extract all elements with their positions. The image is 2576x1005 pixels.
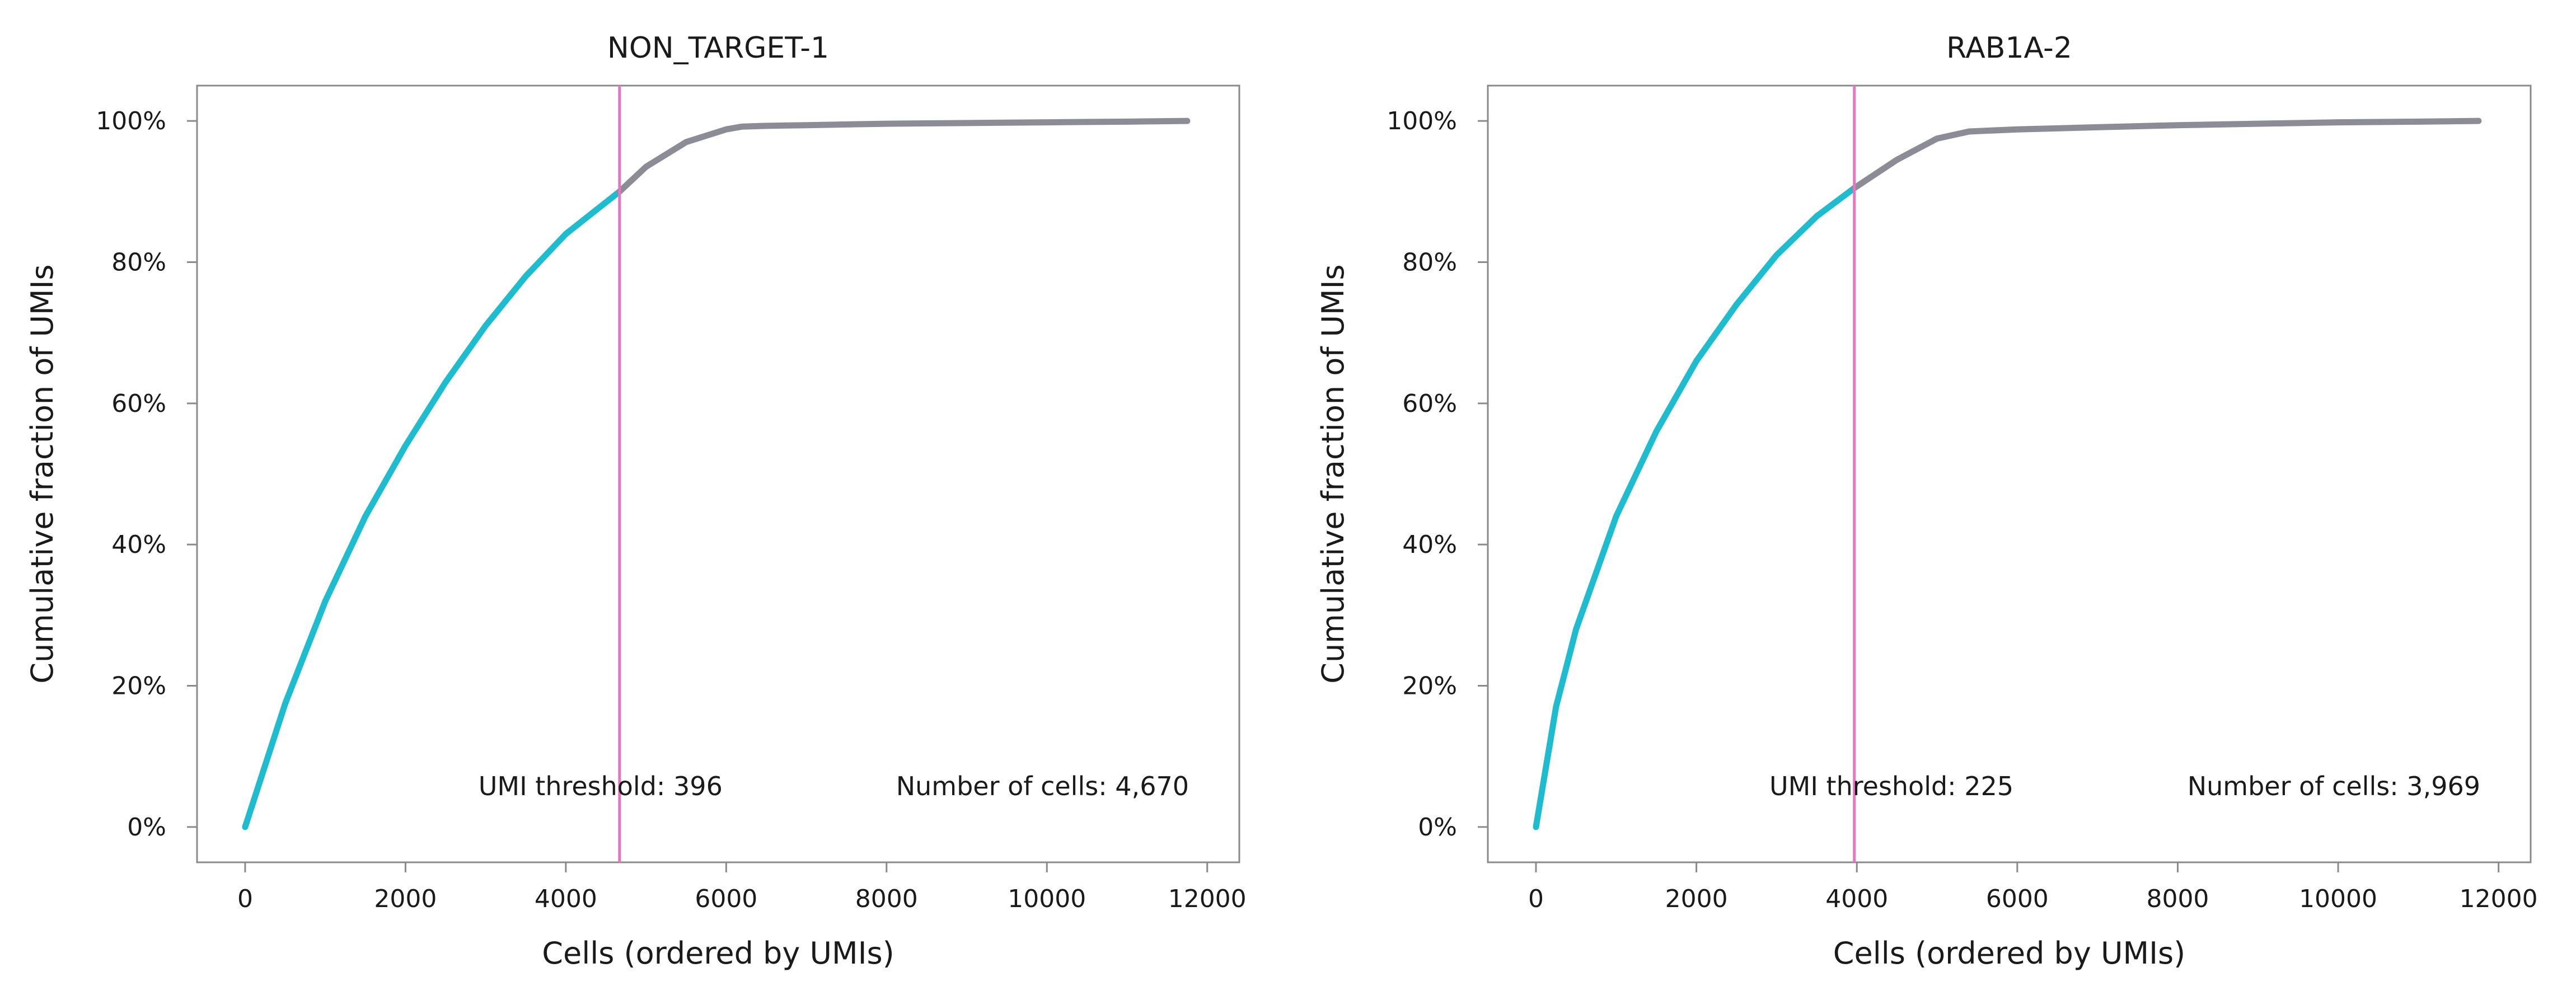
cell-count-annotation: Number of cells: 3,969 [2188, 771, 2480, 801]
y-tick-label: 80% [1402, 248, 1457, 276]
x-tick-label: 0 [237, 885, 253, 913]
curve-above-threshold [242, 188, 623, 830]
y-tick-label: 60% [1402, 389, 1457, 418]
x-tick-label: 4000 [1825, 885, 1888, 913]
cell-count-annotation: Number of cells: 4,670 [896, 771, 1189, 801]
y-tick-label: 0% [127, 813, 166, 842]
y-axis-label: Cumulative fraction of UMIs [25, 264, 60, 683]
y-tick-label: 100% [96, 107, 166, 135]
x-tick-label: 2000 [374, 885, 437, 913]
x-tick-label: 8000 [2146, 885, 2209, 913]
x-tick-label: 10000 [2299, 885, 2377, 913]
chart-panel-1: NON_TARGET-1 0 2000 4000 6000 8000 10000 12000 0… [25, 31, 1247, 971]
x-axis-label: Cells (ordered by UMIs) [542, 936, 894, 971]
y-tick-label: 20% [111, 672, 166, 701]
x-axis-label: Cells (ordered by UMIs) [1833, 936, 2185, 971]
y-axis-label: Cumulative fraction of UMIs [1315, 264, 1351, 683]
chart-title: RAB1A-2 [1946, 31, 2072, 65]
curve-above-threshold [1533, 185, 1858, 830]
umi-threshold-annotation: UMI threshold: 225 [1769, 771, 2013, 801]
x-tick-label: 0 [1528, 885, 1544, 913]
axes-frame [1487, 84, 2532, 863]
x-tick-label: 12000 [2460, 885, 2538, 913]
x-tick-label: 8000 [855, 885, 918, 913]
y-tick-label: 100% [1387, 107, 1457, 135]
umi-threshold-annotation: UMI threshold: 396 [479, 771, 723, 801]
x-tick-label: 12000 [1168, 885, 1247, 913]
x-tick-label: 6000 [695, 885, 757, 913]
chart-panel-2: RAB1A-2 0 2000 4000 6000 8000 10000 12000 0% 20% 4… [1315, 31, 2538, 971]
chart-title: NON_TARGET-1 [607, 31, 829, 65]
y-tick-label: 60% [111, 389, 166, 418]
y-tick-label: 20% [1402, 672, 1457, 701]
x-tick-label: 6000 [1986, 885, 2049, 913]
y-tick-label: 40% [1402, 530, 1457, 559]
x-tick-label: 10000 [1008, 885, 1086, 913]
y-tick-label: 80% [111, 248, 166, 276]
x-tick-label: 4000 [535, 885, 597, 913]
x-tick-label: 2000 [1665, 885, 1728, 913]
y-tick-label: 0% [1418, 813, 1457, 842]
curve-below-threshold [1851, 118, 2482, 191]
y-tick-label: 40% [111, 530, 166, 559]
curve-below-threshold [616, 118, 1191, 195]
axes-frame [196, 84, 1240, 863]
